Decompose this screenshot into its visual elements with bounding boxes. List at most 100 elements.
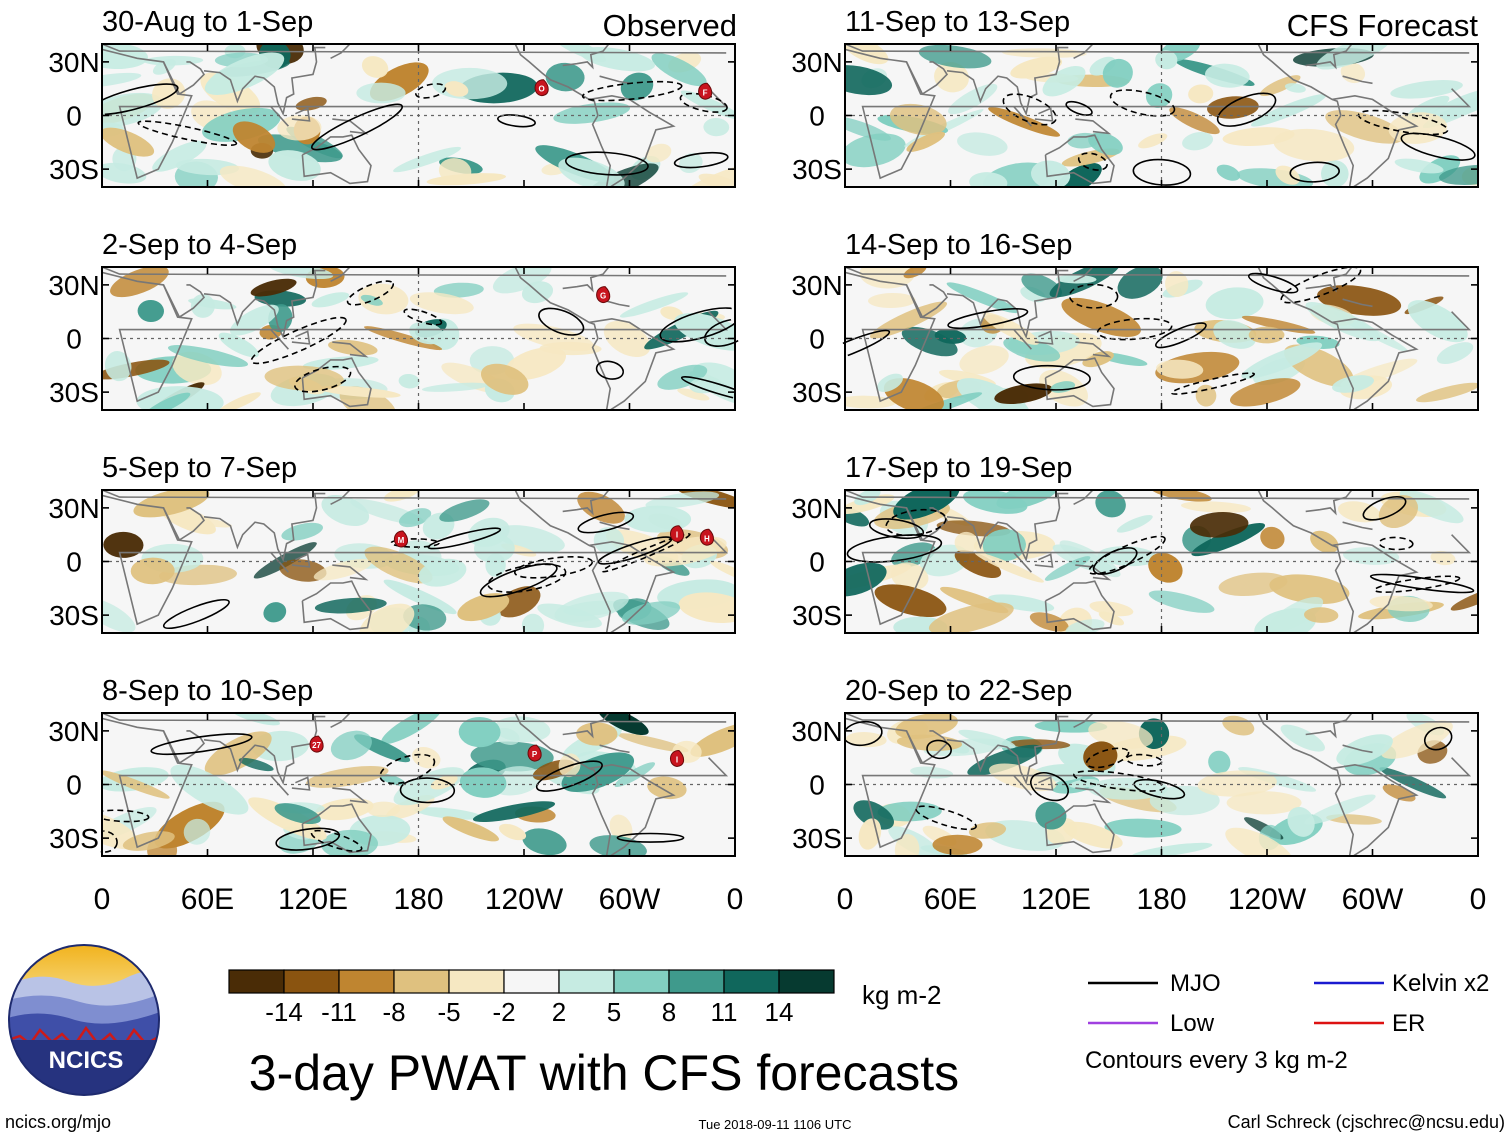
coastlines [845, 490, 1472, 633]
storm-label: F [703, 88, 708, 97]
panel-label: 30-Aug to 1-Sep [102, 6, 313, 38]
mjo-contour [100, 830, 118, 853]
observed-header: Observed [603, 8, 737, 43]
y-tick-label: 30N [48, 47, 99, 78]
panel-label: 2-Sep to 4-Sep [102, 229, 297, 261]
mjo-contour [427, 527, 502, 550]
mjo-contour [915, 805, 977, 831]
mjo-contour [1400, 132, 1476, 161]
y-tick-label: 30N [48, 270, 99, 301]
mjo-contour [577, 511, 635, 534]
mjo-contour [679, 92, 728, 113]
colorbar-tick-label: -14 [265, 997, 303, 1027]
forecast-header: CFS Forecast [1287, 8, 1479, 43]
x-tick-label: 60W [599, 883, 661, 916]
mjo-contour [1068, 283, 1119, 309]
x-axis-right: 0 60E 120E 180 120W 60W 0 [837, 883, 1487, 916]
colorbar-swatch [393, 969, 450, 994]
mjo-contour [815, 329, 891, 366]
y-tick-label: 30N [791, 270, 842, 301]
footer-center: Tue 2018-09-11 1106 UTC [699, 1117, 852, 1132]
colorbar-swatch [668, 969, 725, 994]
panel-label: 17-Sep to 19-Sep [845, 452, 1072, 484]
pwat-anomaly-field [102, 267, 735, 410]
mjo-contour [1423, 726, 1453, 751]
mjo-contour [1378, 536, 1414, 551]
mjo-contour [390, 538, 440, 548]
mjo-contour [1170, 372, 1256, 395]
storm-marker: O [534, 79, 549, 97]
storm-label: I [676, 755, 678, 764]
x-axis-left: 0 60E 120E 180 120W 60W 0 [94, 883, 744, 916]
mjo-contour [947, 307, 1029, 330]
mjo-contour [99, 809, 150, 823]
storm-marker: H [699, 528, 714, 546]
coastlines [102, 267, 729, 410]
x-tick-label: 0 [94, 883, 111, 916]
mjo-contour [162, 598, 230, 630]
y-tick-label: 0 [66, 547, 82, 578]
mjo-contour [1125, 753, 1163, 767]
mjo-contour [1077, 152, 1108, 171]
x-tick-label: 60W [1342, 883, 1404, 916]
storm-marker: P [527, 744, 542, 762]
y-tick-label: 30N [48, 716, 99, 747]
x-tick-label: 120W [485, 883, 564, 916]
x-tick-label: 0 [1470, 883, 1487, 916]
colorbar-tick-label: 5 [607, 997, 621, 1027]
mjo-contour [1065, 100, 1093, 116]
colorbar-swatch [503, 969, 560, 994]
mjo-contour [1088, 535, 1166, 575]
mjo-contour [1155, 322, 1207, 349]
x-tick-label: 180 [393, 883, 443, 916]
mjo-contour [1002, 93, 1057, 126]
mjo-contour [1373, 575, 1461, 593]
mjo-contour [403, 308, 443, 326]
mjo-contour [275, 827, 341, 851]
mjo-contour [1012, 364, 1091, 391]
panel-label: 8-Sep to 10-Sep [102, 675, 313, 707]
legend: MJO Kelvin x2 Low ER Contours every 3 kg… [1085, 970, 1489, 1074]
legend-low-label: Low [1170, 1010, 1215, 1037]
legend-kelvin-label: Kelvin x2 [1392, 970, 1489, 997]
mjo-contour [415, 83, 447, 99]
coastlines [845, 44, 1472, 187]
y-tick-label: 30S [792, 377, 842, 408]
mjo-contour [1092, 547, 1138, 575]
y-tick-label: 0 [66, 101, 82, 132]
mjo-contour [673, 151, 729, 169]
mjo-contour [479, 563, 558, 598]
storm-label: H [704, 534, 710, 543]
y-tick-label: 30S [49, 600, 99, 631]
colorbar-swatch [558, 969, 615, 994]
y-tick-label: 0 [809, 324, 825, 355]
colorbar-tick-label: -8 [382, 997, 405, 1027]
storm-marker: G [596, 286, 611, 304]
pwat-anomaly-field [102, 490, 735, 633]
figure-title: 3-day PWAT with CFS forecasts [249, 1045, 959, 1101]
colorbar-tick-label: 2 [552, 997, 566, 1027]
mjo-contour [310, 103, 404, 151]
footer-right: Carl Schreck (cjschrec@ncsu.edu) [1228, 1112, 1505, 1132]
footer-left: ncics.org/mjo [5, 1112, 111, 1132]
colorbar-swatch [613, 969, 670, 994]
mjo-contour [538, 307, 585, 336]
mjo-contour [150, 733, 253, 756]
mjo-contour [1247, 272, 1299, 294]
mjo-contour [868, 518, 925, 540]
mjo-contour [1133, 778, 1186, 800]
y-tick-label: 30S [792, 600, 842, 631]
mjo-contour [1030, 771, 1069, 802]
y-tick-label: 30S [792, 154, 842, 185]
storm-marker: I [669, 525, 685, 543]
colorbar-units: kg m-2 [862, 980, 941, 1010]
panel-label: 11-Sep to 13-Sep [845, 6, 1070, 38]
y-tick-label: 0 [66, 324, 82, 355]
contour-note: Contours every 3 kg m-2 [1085, 1047, 1348, 1074]
